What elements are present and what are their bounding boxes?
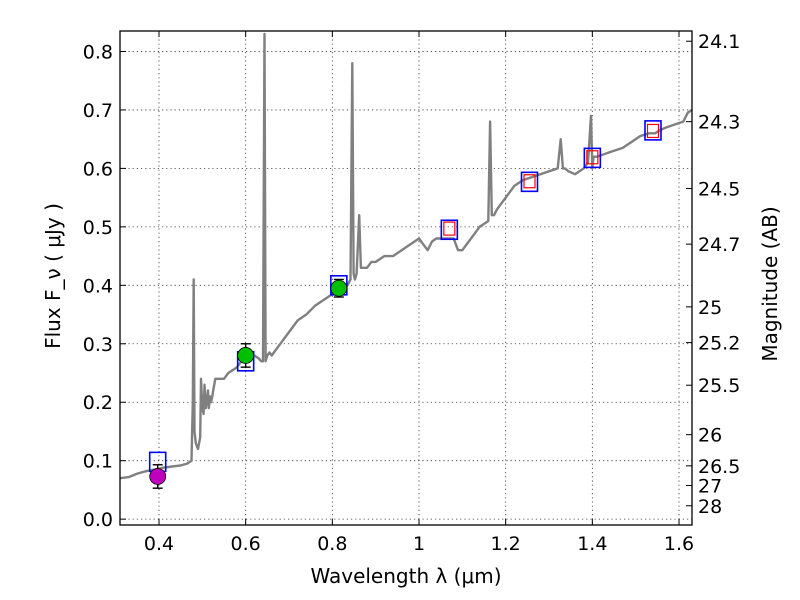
synthetic-photometry-square xyxy=(443,221,456,236)
spectrum-layer xyxy=(119,32,693,480)
right-tick-label: 24.7 xyxy=(698,234,740,256)
right-tick-label: 25.5 xyxy=(698,375,740,397)
model-photometry-square xyxy=(440,219,459,241)
synthetic-photometry-square xyxy=(523,174,536,189)
model-photometry-square xyxy=(644,120,662,141)
right-axis-label: Magnitude (AB) xyxy=(758,206,782,361)
right-tick-label: 26.5 xyxy=(698,456,740,478)
x-tick-label: 1.6 xyxy=(664,533,694,555)
synthetic-photometry-square xyxy=(646,123,660,139)
y-tick-label: 0.4 xyxy=(83,275,113,297)
y-tick-label: 0.6 xyxy=(83,158,113,180)
y-tick-label: 0.2 xyxy=(83,392,113,414)
right-tick-label: 27 xyxy=(698,476,722,498)
y-tick-label: 0.5 xyxy=(83,217,113,239)
plot-frame xyxy=(119,30,693,526)
spectrum-line xyxy=(119,32,693,480)
right-tick-label: 25.2 xyxy=(698,333,740,355)
y-tick-label: 0.8 xyxy=(83,41,113,63)
right-tick-label: 24.5 xyxy=(698,179,740,201)
x-tick-label: 0.6 xyxy=(231,533,261,555)
observed-photometry-point xyxy=(149,468,167,485)
y-axis-label: Flux F_ν ( μJy ) xyxy=(41,203,65,349)
y-tick-label: 0.7 xyxy=(83,100,113,122)
right-tick-label: 25 xyxy=(698,297,722,319)
ticks-layer: 0.4 0.6 0.8 1 1.2 1.4 1.6 0.0 0.1 0.2 0.3 0.4 0.5 0.6… xyxy=(83,31,740,555)
x-tick-label: 1 xyxy=(413,533,425,555)
model-photometry-square xyxy=(583,147,602,169)
grid xyxy=(120,31,692,525)
x-tick-label: 1.2 xyxy=(491,533,521,555)
right-tick-label: 24.3 xyxy=(698,112,740,134)
right-tick-label: 24.1 xyxy=(698,31,740,53)
right-tick-label: 26 xyxy=(698,425,722,447)
x-tick-label: 0.4 xyxy=(144,533,174,555)
y-tick-label: 0.0 xyxy=(83,509,113,531)
x-tick-label: 0.8 xyxy=(317,533,347,555)
right-tick-label: 28 xyxy=(698,496,722,518)
y-tick-label: 0.1 xyxy=(83,451,113,473)
y-tick-label: 0.3 xyxy=(83,334,113,356)
model-photometry-square xyxy=(520,171,539,193)
x-axis-label: Wavelength λ (μm) xyxy=(310,564,501,588)
x-tick-label: 1.4 xyxy=(577,533,607,555)
synthetic-photometry-square xyxy=(586,150,599,165)
observed-photometry-point xyxy=(330,279,348,297)
markers-layer xyxy=(148,120,662,489)
observed-photometry-point xyxy=(237,347,255,364)
